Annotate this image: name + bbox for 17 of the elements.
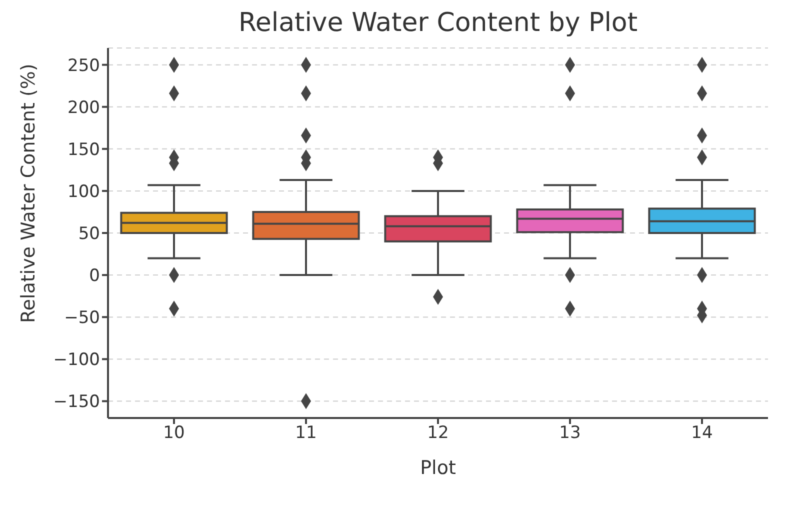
x-axis-title: Plot (420, 457, 456, 479)
y-tick-label: −50 (64, 308, 100, 328)
x-tick-label: 12 (427, 423, 449, 444)
y-axis-title: Relative Water Content (%) (18, 64, 40, 323)
y-tick-label: 200 (68, 98, 100, 118)
y-tick-label: 0 (89, 266, 100, 286)
y-tick-label: 50 (78, 224, 100, 244)
y-tick-label: 250 (68, 56, 100, 76)
y-tick-label: −100 (53, 350, 100, 370)
x-tick-label: 10 (163, 423, 185, 444)
y-tick-label: 150 (68, 140, 100, 160)
chart-title: Relative Water Content by Plot (237, 8, 639, 38)
x-tick-label: 11 (295, 423, 317, 444)
x-tick-label: 13 (559, 423, 581, 444)
y-tick-label: 100 (68, 182, 100, 202)
x-tick-label: 14 (691, 423, 713, 444)
y-tick-label: −150 (53, 392, 100, 412)
